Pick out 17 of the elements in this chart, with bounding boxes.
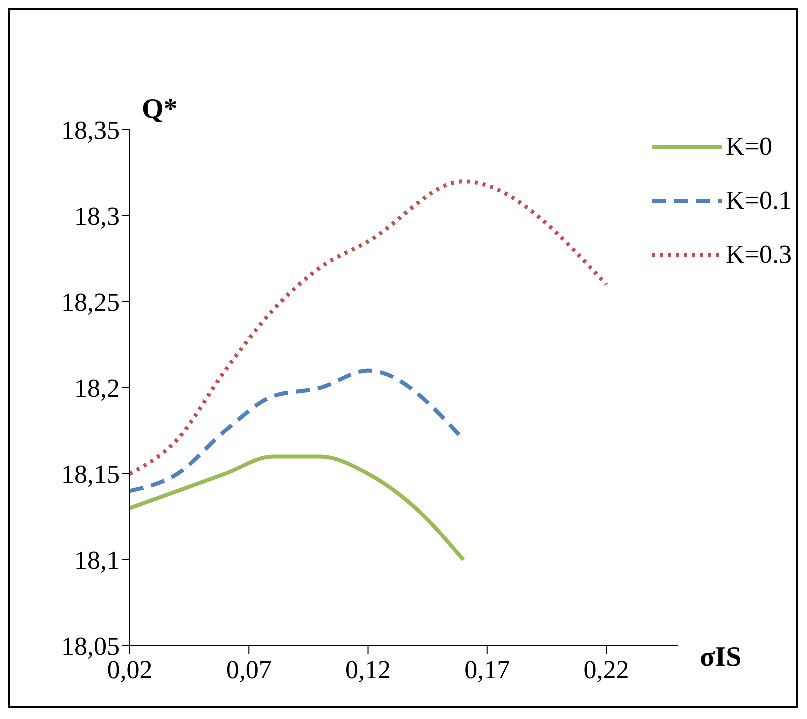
y-tick-label: 18,2 (74, 374, 120, 404)
y-tick-label: 18,1 (74, 546, 120, 576)
line-series (130, 454, 466, 562)
y-tick-label: 18,3 (74, 202, 120, 232)
y-tick-label: 18,35 (62, 116, 120, 146)
legend-label: K=0.1 (726, 186, 792, 216)
line-series (130, 180, 609, 476)
x-tick-label: 0,12 (346, 655, 392, 684)
legend-label: K=0 (726, 132, 772, 162)
x-tick-label: 0,17 (464, 655, 510, 684)
x-tick-label: 0,22 (584, 655, 630, 684)
x-axis-title: σIS (700, 642, 742, 674)
y-tick-label: 18,25 (62, 288, 120, 318)
y-tick-label: 18,15 (62, 460, 120, 490)
x-tick-label: 0,07 (226, 655, 272, 684)
y-axis-title: Q* (142, 94, 178, 126)
legend-label: K=0.3 (726, 240, 792, 270)
